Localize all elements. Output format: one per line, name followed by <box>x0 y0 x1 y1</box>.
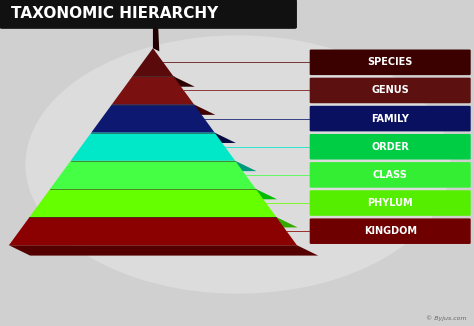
Text: ORDER: ORDER <box>371 142 409 152</box>
Polygon shape <box>9 245 318 256</box>
FancyBboxPatch shape <box>310 106 471 131</box>
FancyBboxPatch shape <box>310 162 471 188</box>
Polygon shape <box>50 161 256 189</box>
Polygon shape <box>29 189 276 217</box>
Polygon shape <box>132 48 173 76</box>
Text: SPECIES: SPECIES <box>367 57 413 67</box>
Ellipse shape <box>26 35 450 294</box>
Text: © Byjus.com: © Byjus.com <box>426 316 467 321</box>
Text: FAMILY: FAMILY <box>371 113 409 124</box>
Polygon shape <box>91 105 215 133</box>
Polygon shape <box>112 76 194 105</box>
Polygon shape <box>153 48 159 51</box>
FancyBboxPatch shape <box>0 0 297 29</box>
Text: CLASS: CLASS <box>373 170 408 180</box>
Polygon shape <box>9 217 297 245</box>
Polygon shape <box>153 3 159 51</box>
Polygon shape <box>132 76 195 87</box>
Text: KINGDOM: KINGDOM <box>364 226 417 236</box>
Text: TAXONOMIC HIERARCHY: TAXONOMIC HIERARCHY <box>11 7 219 22</box>
Polygon shape <box>50 189 277 199</box>
FancyBboxPatch shape <box>310 134 471 159</box>
FancyBboxPatch shape <box>310 218 471 244</box>
Text: GENUS: GENUS <box>371 85 409 96</box>
Polygon shape <box>71 161 256 171</box>
FancyBboxPatch shape <box>310 50 471 75</box>
Polygon shape <box>91 133 236 143</box>
FancyBboxPatch shape <box>310 78 471 103</box>
FancyBboxPatch shape <box>310 190 471 216</box>
Polygon shape <box>112 105 215 115</box>
Polygon shape <box>71 133 235 161</box>
Text: PHYLUM: PHYLUM <box>367 198 413 208</box>
Polygon shape <box>29 217 298 228</box>
